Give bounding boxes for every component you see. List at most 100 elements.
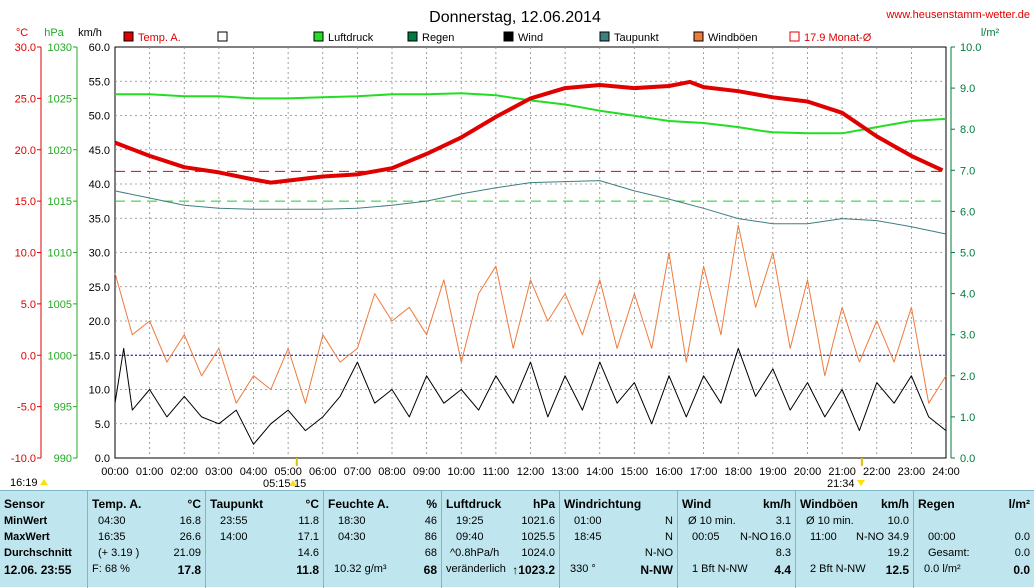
rain-column: Regen l/m² 00:00 0.0 Gesamt: 0.0 0.0 l/m² 0.… xyxy=(914,491,1034,588)
wind-header: Wind xyxy=(682,497,712,511)
left-corner-time: 16:19 xyxy=(10,477,38,489)
dew-avg-value: 14.6 xyxy=(297,547,319,559)
x-tick-label: 10:00 xyxy=(447,466,475,478)
legend-swatch xyxy=(693,31,704,42)
sunrise-marker: 15 xyxy=(294,478,306,490)
wind-direction-time-1: 01:00 xyxy=(574,515,602,527)
wind-tick-label: 40.0 xyxy=(89,179,110,191)
humidity-max-value: 86 xyxy=(424,531,437,543)
legend-swatch xyxy=(599,31,610,42)
pressure-max-value: 1025.5 xyxy=(521,531,555,543)
pressure-tendency: veränderlich xyxy=(446,563,506,575)
temp-tick-label: 20.0 xyxy=(15,145,36,157)
weather-chart: Donnerstag, 12.06.2014 www.heusenstamm-w… xyxy=(10,9,1030,490)
pressure-avg-value: 1024.0 xyxy=(521,547,555,559)
x-tick-label: 17:00 xyxy=(690,466,718,478)
rain-tick-label: 7.0 xyxy=(960,165,975,177)
pressure-min-time: 19:25 xyxy=(456,515,484,527)
humidity-max-time: 04:30 xyxy=(338,531,366,543)
x-tick-label: 06:00 xyxy=(309,466,337,478)
dew-header: Taupunkt xyxy=(210,497,264,511)
temp-max-value: 26.6 xyxy=(179,531,201,543)
site-url-link[interactable]: www.heusenstamm-wetter.de xyxy=(885,9,1030,21)
gust-avg-label: Ø 10 min. xyxy=(806,515,854,527)
temp-trend: (+ 3.19 ) xyxy=(98,547,140,559)
x-tick-label: 00:00 xyxy=(101,466,129,478)
humidity-min-value: 46 xyxy=(424,515,437,527)
stats-panel: Sensor MinWert MaxWert Durchschnitt 12.0… xyxy=(0,490,1034,588)
pressure-unit: hPa xyxy=(532,497,555,511)
wind-tick-label: 25.0 xyxy=(89,282,110,294)
x-tick-label: 05:00 xyxy=(274,466,302,478)
avg-label: Durchschnitt xyxy=(4,547,72,559)
rain-tick-label: 8.0 xyxy=(960,124,975,136)
chart-title: Donnerstag, 12.06.2014 xyxy=(429,9,601,26)
x-tick-label: 02:00 xyxy=(170,466,198,478)
x-tick-label: 16:00 xyxy=(655,466,683,478)
temp-column: Temp. A. °C 04:30 16.8 16:35 26.6 (+ 3.19 )… xyxy=(88,491,206,588)
x-tick-label: 15:00 xyxy=(621,466,649,478)
sensor-column: Sensor MinWert MaxWert Durchschnitt 12.0… xyxy=(0,491,88,588)
legend-label: Luftdruck xyxy=(328,32,374,44)
wind-tick-label: 35.0 xyxy=(89,213,110,225)
x-tick-label: 11:00 xyxy=(483,466,510,478)
wind-column: Wind km/h Ø 10 min. 3.1 00:05 N-NO 16.0 8.3 … xyxy=(678,491,796,588)
x-tick-label: 07:00 xyxy=(344,466,372,478)
wind-direction-time-2: 18:45 xyxy=(574,531,602,543)
chart-markers: 16:19 05:15 15 21:34 xyxy=(10,458,865,490)
min-label: MinWert xyxy=(4,515,48,527)
x-tick-label: 04:00 xyxy=(240,466,268,478)
x-tick-label: 14:00 xyxy=(586,466,614,478)
rain-value: 0.0 xyxy=(1014,531,1030,543)
series-luftdruck xyxy=(115,92,947,135)
pressure-trend: ^0.8hPa/h xyxy=(450,547,500,559)
pressure-tick-label: 1005 xyxy=(48,299,72,311)
pressure-tick-label: 995 xyxy=(54,402,72,414)
rain-tick-label: 2.0 xyxy=(960,371,975,383)
rain-total-value: 0.0 xyxy=(1014,547,1030,559)
series-wind xyxy=(114,347,947,445)
x-tick-label: 18:00 xyxy=(724,466,752,478)
wind-tick-label: 30.0 xyxy=(89,248,110,260)
humidity-column: Feuchte A.% 18:30 46 04:30 86 68 10.32 g/m… xyxy=(324,491,442,588)
rain-axis-label: l/m² xyxy=(981,27,1000,39)
rain-unit: l/m² xyxy=(1008,497,1030,511)
chart-axes: °C hPa km/h l/m² 30.0 25.0 20.0 15.0 10.0 5.0 0.0 -… xyxy=(11,27,1000,478)
dew-min-value: 11.8 xyxy=(298,515,319,527)
wind-max-time: 00:05 xyxy=(692,531,720,543)
rain-header: Regen xyxy=(918,497,955,511)
wind-unit: km/h xyxy=(762,497,791,511)
chart-series xyxy=(114,79,947,445)
x-tick-label: 19:00 xyxy=(759,466,787,478)
temp-min-time: 04:30 xyxy=(98,515,126,527)
wind-day-avg: 8.3 xyxy=(775,547,791,559)
temp-unit: °C xyxy=(187,497,201,511)
wind-tick-label: 15.0 xyxy=(89,350,110,362)
legend-label: Temp. A. xyxy=(138,32,181,44)
x-tick-label: 03:00 xyxy=(205,466,233,478)
wind-direction-current: N-NW xyxy=(640,563,673,577)
wind-direction-value-1: N xyxy=(665,515,673,527)
sunrise-icon xyxy=(289,480,297,486)
legend-label: 17.9 Monat-Ø xyxy=(804,32,872,44)
absolute-humidity: 10.32 g/m³ xyxy=(334,563,387,575)
sensor-header: Sensor xyxy=(4,497,45,511)
rain-time: 00:00 xyxy=(928,531,956,543)
dew-max-value: 17.1 xyxy=(297,531,319,543)
series-temp-a xyxy=(114,79,944,185)
wind-tick-label: 20.0 xyxy=(89,316,110,328)
wind-tick-label: 60.0 xyxy=(89,42,110,54)
gust-unit: km/h xyxy=(880,497,909,511)
wind-direction-header: Windrichtung xyxy=(564,497,642,511)
dew-column: Taupunkt °C 23:55 11.8 14:00 17.1 14.6 11.8 xyxy=(206,491,324,588)
pressure-tick-label: 990 xyxy=(54,453,72,465)
x-tick-label: 20:00 xyxy=(794,466,822,478)
pressure-current: ↑1023.2 xyxy=(512,563,555,577)
wind-avg10-value: 3.1 xyxy=(775,515,791,527)
wind-tick-label: 0.0 xyxy=(95,453,110,465)
wind-direction-column: Windrichtung 01:00 N 18:45 N N-NO 330 ° N-N… xyxy=(560,491,678,588)
temp-tick-label: 30.0 xyxy=(15,42,36,54)
x-tick-label: 12:00 xyxy=(517,466,545,478)
gust-current: 12.5 xyxy=(885,563,909,577)
rain-tick-label: 10.0 xyxy=(960,42,981,54)
